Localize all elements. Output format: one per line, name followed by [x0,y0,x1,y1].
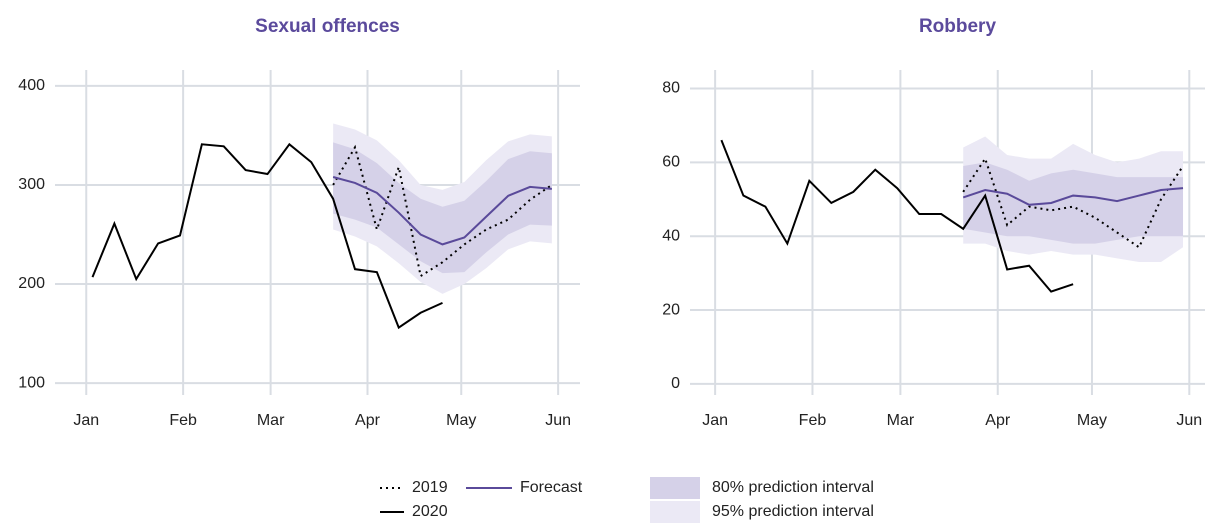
legend-label: Forecast [520,479,583,496]
prediction-band [333,142,552,274]
x-tick-label: Apr [355,412,381,429]
y-tick-label: 100 [18,374,45,391]
series-line [332,176,552,246]
prediction-band [963,162,1184,244]
y-tick-label: 20 [662,301,680,318]
legend-label: 2019 [412,479,448,496]
series-line [720,139,1074,293]
x-tick-label: Apr [985,412,1011,429]
series-line [962,187,1184,206]
x-tick-label: May [1077,412,1107,429]
y-tick-label: 60 [662,154,680,171]
x-tick-label: Mar [887,412,915,429]
y-tick-label: 40 [662,227,680,244]
x-tick-label: May [446,412,476,429]
y-tick-label: 400 [18,77,45,94]
y-tick-label: 300 [18,176,45,193]
x-tick-label: Jun [545,412,571,429]
series-line [332,144,553,278]
series-line [91,142,443,330]
legend-swatch [650,477,700,499]
x-tick-label: Mar [257,412,285,429]
x-tick-label: Jan [73,412,99,429]
x-tick-label: Feb [169,412,197,429]
y-tick-label: 0 [671,375,680,392]
chart-title: Robbery [919,16,997,37]
legend-swatch [650,501,700,523]
y-tick-label: 80 [662,80,680,97]
x-tick-label: Jan [702,412,728,429]
legend-label: 80% prediction interval [712,479,874,496]
chart-title: Sexual offences [255,16,400,37]
x-tick-label: Jun [1176,412,1202,429]
legend-label: 2020 [412,503,448,520]
y-tick-label: 200 [18,275,45,292]
legend-label: 95% prediction interval [712,503,874,520]
x-tick-label: Feb [799,412,827,429]
